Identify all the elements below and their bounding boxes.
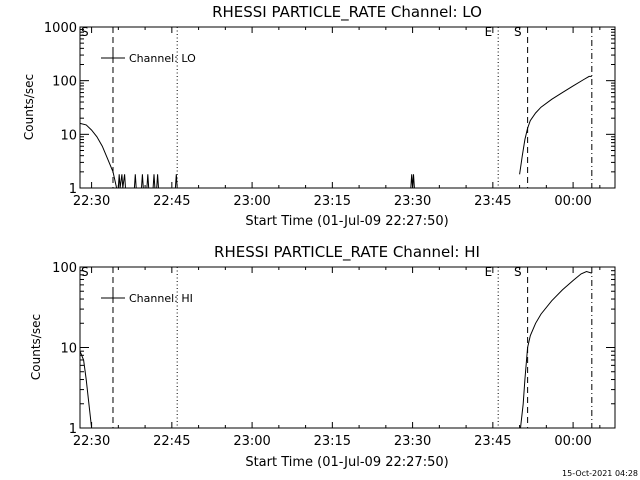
y-tick-label: 1 xyxy=(69,422,77,437)
event-marker-label: S xyxy=(514,265,522,279)
y-tick-label: 1 xyxy=(69,182,77,197)
series-line xyxy=(117,174,126,189)
y-tick-label: 10 xyxy=(60,342,77,357)
x-tick-label: 00:00 xyxy=(554,194,591,209)
y-tick-label: 10 xyxy=(60,128,77,143)
x-tick-label: 23:15 xyxy=(314,434,351,449)
event-marker-label: E xyxy=(485,265,493,279)
x-tick-label: 22:45 xyxy=(153,434,190,449)
y-axis-label: Counts/sec xyxy=(22,74,36,140)
x-tick-label: 23:00 xyxy=(233,194,270,209)
footer-timestamp: 15-Oct-2021 04:28 xyxy=(562,469,638,478)
chart-title: RHESSI PARTICLE_RATE Channel: LO xyxy=(212,3,482,22)
y-axis-label: Counts/sec xyxy=(29,314,43,380)
chart-panel-lo: RHESSI PARTICLE_RATE Channel: LO Start T… xyxy=(22,3,616,229)
x-tick-label: 23:45 xyxy=(474,434,511,449)
y-tick-label: 100 xyxy=(52,261,77,276)
event-marker-label: E xyxy=(485,25,493,39)
dynamic-layer: 22:30 22:45 23:00 23:15 23:30 23:45 00:00 1 10 10… xyxy=(52,261,615,449)
y-tick-label: 1000 xyxy=(44,21,77,36)
event-marker-label: S xyxy=(81,25,89,39)
x-axis-label: Start Time (01-Jul-09 22:27:50) xyxy=(245,214,448,229)
x-tick-label: 23:00 xyxy=(233,434,270,449)
y-tick-label: 100 xyxy=(52,75,77,90)
legend-label: Channel: LO xyxy=(129,52,196,65)
series-line xyxy=(79,122,118,189)
x-tick-label: 22:45 xyxy=(153,194,190,209)
event-marker-label: S xyxy=(514,25,522,39)
x-tick-label: 00:00 xyxy=(554,434,591,449)
series-line xyxy=(174,174,178,189)
x-tick-label: 23:30 xyxy=(394,194,431,209)
x-axis-label: Start Time (01-Jul-09 22:27:50) xyxy=(245,455,448,470)
x-tick-label: 22:30 xyxy=(73,194,110,209)
plot-frame xyxy=(79,26,616,189)
x-tick-label: 23:30 xyxy=(394,434,431,449)
x-tick-label: 23:45 xyxy=(474,194,511,209)
event-marker-label: S xyxy=(81,265,89,279)
dynamic-layer: 22:30 22:45 23:00 23:15 23:30 23:45 00:00 1 10 10… xyxy=(44,21,615,209)
chart-title: RHESSI PARTICLE_RATE Channel: HI xyxy=(214,243,480,262)
x-tick-label: 23:15 xyxy=(314,194,351,209)
series-line xyxy=(79,351,93,429)
series-line xyxy=(410,174,415,189)
series-line xyxy=(519,75,592,175)
series-line xyxy=(520,270,592,429)
legend-label: Channel: HI xyxy=(129,292,193,305)
series-line xyxy=(133,174,159,189)
x-tick-label: 22:30 xyxy=(73,434,110,449)
chart-panel-hi: RHESSI PARTICLE_RATE Channel: HI Start T… xyxy=(29,243,616,470)
